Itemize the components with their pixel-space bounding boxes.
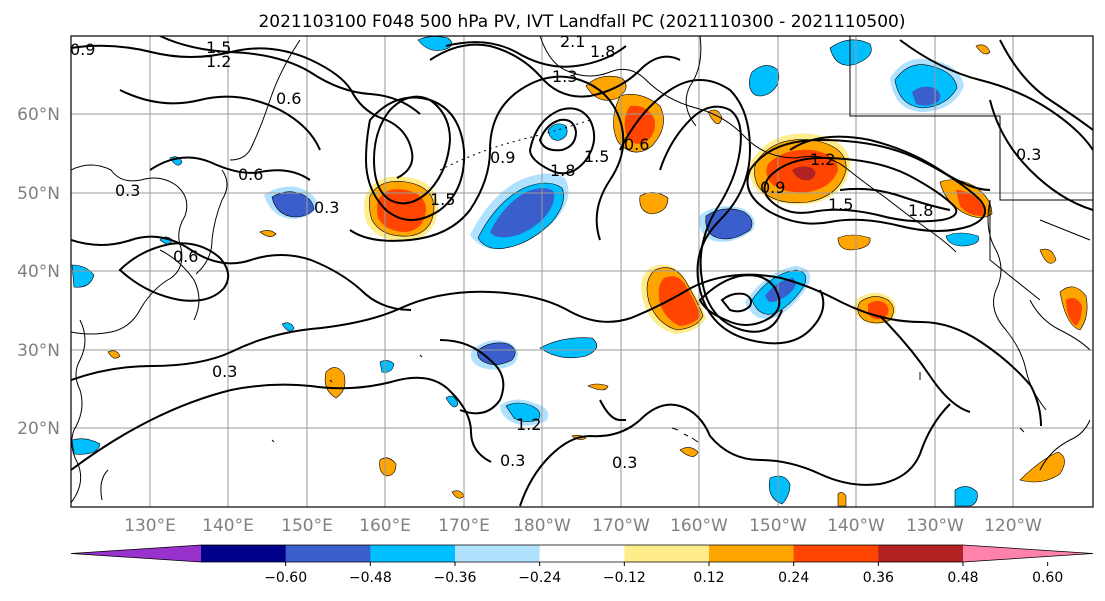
- lon-label: 120°W: [984, 516, 1042, 536]
- lat-label: 50°N: [17, 184, 60, 204]
- contour-label: 0.3: [314, 198, 339, 217]
- contour-label: 0.6: [624, 135, 649, 154]
- colorbar-tick-label: 0.48: [947, 570, 978, 586]
- contour-label: 2.1: [560, 32, 585, 51]
- lat-label: 20°N: [17, 419, 60, 439]
- lat-label: 30°N: [17, 341, 60, 361]
- lon-label: 140°W: [827, 516, 885, 536]
- colorbar-bin: [539, 545, 625, 562]
- contour-label: 1.2: [810, 150, 835, 169]
- lat-label: 60°N: [17, 105, 60, 125]
- contour-label: 1.8: [550, 161, 575, 180]
- colorbar-tick-label: 0.24: [778, 570, 809, 586]
- contour-label: 1.8: [908, 201, 933, 220]
- lon-label: 170°W: [592, 516, 650, 536]
- lon-label: 130°E: [124, 516, 176, 536]
- colorbar-bin: [455, 545, 541, 562]
- colorbar-bin: [793, 545, 879, 562]
- lon-label: 180°W: [513, 516, 571, 536]
- colorbar-tick-label: 0.60: [1032, 570, 1063, 586]
- negative-anomaly-shading: [71, 36, 979, 507]
- contour-label: 0.3: [115, 181, 140, 200]
- lon-label: 130°W: [906, 516, 964, 536]
- colorbar-tick-label: 0.12: [693, 570, 724, 586]
- colorbar-bin: [285, 545, 371, 562]
- contour-label: 0.3: [212, 362, 237, 381]
- lon-label: 150°W: [749, 516, 807, 536]
- colorbar-bin: [624, 545, 710, 562]
- lat-label: 40°N: [17, 262, 60, 282]
- coastlines: [71, 36, 1093, 504]
- contour-label: 1.3: [552, 67, 577, 86]
- contour-label: 1.8: [590, 42, 615, 61]
- contour-label: 1.5: [828, 195, 853, 214]
- colorbar-tick-label: 0.36: [863, 570, 894, 586]
- contour-label: 1.2: [516, 415, 541, 434]
- contour-label: 1.2: [206, 52, 231, 71]
- contour-label: 0.3: [612, 453, 637, 472]
- pv-contours: [71, 36, 1093, 507]
- map-panel: 0.9 1.5 1.2 2.1 1.8 1.3 0.6 0.3 0.6 0.6 …: [70, 32, 1094, 508]
- colorbar-tick-label: −0.24: [518, 570, 561, 586]
- colorbar-min-extend: [71, 545, 201, 562]
- contour-label: 0.6: [173, 247, 198, 266]
- colorbar: −0.60 −0.48 −0.36 −0.24 −0.12 0.12 0.24 0.36 0.4…: [70, 544, 1094, 586]
- lon-label: 160°W: [670, 516, 728, 536]
- contour-label: 0.6: [238, 165, 263, 184]
- latitude-labels: 60°N 50°N 40°N 30°N 20°N: [17, 105, 60, 439]
- contour-label: 0.3: [1016, 145, 1041, 164]
- colorbar-tick-label: −0.60: [264, 570, 307, 586]
- contour-labels: 0.9 1.5 1.2 2.1 1.8 1.3 0.6 0.3 0.6 0.6 …: [70, 32, 1041, 472]
- colorbar-max-extend: [963, 545, 1093, 562]
- colorbar-bin: [370, 545, 456, 562]
- colorbar-bin: [201, 545, 287, 562]
- shading-layer: [71, 36, 1088, 507]
- lon-label: 160°E: [359, 516, 411, 536]
- colorbar-bin: [709, 545, 795, 562]
- lon-label: 170°E: [438, 516, 490, 536]
- contour-label: 0.9: [490, 148, 515, 167]
- positive-anomaly-shading: [107, 44, 1088, 507]
- lon-label: 150°E: [281, 516, 333, 536]
- colorbar-bin: [878, 545, 964, 562]
- contour-label: 1.5: [584, 147, 609, 166]
- contour-label: 0.6: [276, 89, 301, 108]
- contour-label: 0.9: [70, 40, 95, 59]
- colorbar-tick-label: −0.36: [434, 570, 477, 586]
- colorbar-tick-label: −0.48: [349, 570, 392, 586]
- map-title: 2021103100 F048 500 hPa PV, IVT Landfall…: [258, 12, 905, 32]
- colorbar-segments: [70, 544, 1094, 563]
- contour-label: 0.9: [760, 178, 785, 197]
- colorbar-outline: [70, 544, 1094, 563]
- longitude-labels: 130°E 140°E 150°E 160°E 170°E 180°W 170°…: [124, 516, 1042, 536]
- contour-label: 0.3: [500, 451, 525, 470]
- colorbar-ticks: −0.60 −0.48 −0.36 −0.24 −0.12 0.12 0.24 0.36 0.4…: [264, 562, 1063, 586]
- contour-label: 1.5: [206, 38, 231, 57]
- contour-label: 1.5: [430, 190, 455, 209]
- lon-label: 140°E: [202, 516, 254, 536]
- colorbar-tick-label: −0.12: [603, 570, 646, 586]
